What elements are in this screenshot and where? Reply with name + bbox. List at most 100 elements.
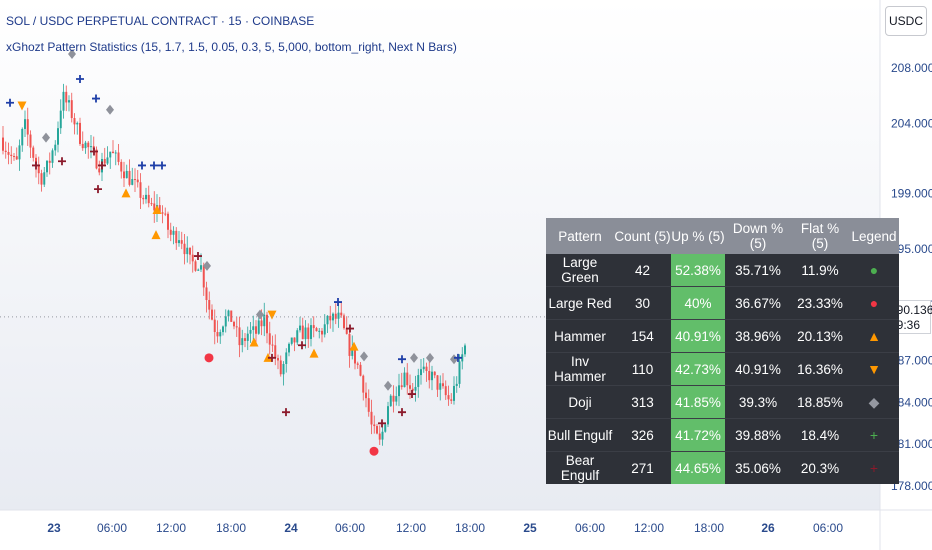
flat-pct-cell: 20.3% (791, 451, 849, 484)
candle (367, 389, 370, 417)
header-up: Up % (5) (671, 218, 725, 254)
legend-cell: + (849, 451, 899, 484)
candle (447, 385, 450, 406)
candle (453, 376, 455, 405)
candle (167, 211, 169, 239)
candle (191, 245, 194, 273)
down-pct-cell: 35.71% (725, 254, 791, 287)
table-header-row: Pattern Count (5) Up % (5) Down % (5) Fl… (546, 218, 899, 254)
table-row: Inv Hammer 110 42.73% 40.91% 16.36% ▼ (546, 352, 899, 386)
indicator-title: xGhozt Pattern Statistics (15, 1.7, 1.5,… (6, 40, 457, 54)
hammer-triangle-marker (151, 230, 161, 240)
red-circle-icon: ● (869, 295, 879, 311)
candle (202, 262, 205, 296)
down-pct-cell: 36.67% (725, 286, 791, 320)
candle (180, 231, 183, 250)
candle (222, 325, 224, 336)
candle (321, 328, 323, 343)
bear-engulf-cross-marker (94, 185, 102, 194)
candle (70, 92, 73, 123)
candle (293, 337, 296, 352)
current-price-value: 190.136 (890, 303, 932, 317)
up-pct-cell: 40.91% (671, 319, 725, 353)
candle (343, 313, 345, 330)
pattern-cell: Large Green (546, 254, 614, 287)
header-down: Down % (5) (725, 218, 791, 254)
green-circle-icon: ● (869, 262, 879, 278)
time-tick-label: 12:00 (634, 521, 664, 535)
candle (26, 107, 29, 146)
table-row: Hammer 154 40.91% 38.96% 20.13% ▲ (546, 319, 899, 353)
bear-engulf-cross-marker (98, 161, 106, 170)
doji-diamond-marker (384, 380, 392, 391)
candle (373, 415, 376, 434)
candle (356, 361, 359, 369)
candle (400, 372, 403, 390)
candle (235, 316, 238, 337)
candle (387, 401, 389, 427)
candle (244, 333, 246, 348)
candle (312, 316, 315, 338)
time-tick-label: 24 (284, 521, 298, 535)
candle-series (2, 83, 466, 446)
candle (290, 337, 293, 346)
pattern-cell: Doji (546, 385, 614, 419)
candle (150, 197, 153, 206)
table-row: Bull Engulf 326 41.72% 39.88% 18.4% + (546, 418, 899, 452)
time-tick-label: 18:00 (694, 521, 724, 535)
table-row: Large Red 30 40% 36.67% 23.33% ● (546, 286, 899, 320)
up-pct-cell: 52.38% (671, 254, 725, 287)
candle (81, 131, 84, 151)
candle (54, 140, 57, 156)
price-tick-label: 181.000 (891, 437, 932, 451)
bull-engulf-cross-marker (92, 94, 100, 103)
candle (172, 226, 175, 245)
candle (450, 393, 453, 404)
legend-cell: ◆ (849, 385, 899, 419)
count-cell: 271 (614, 451, 671, 484)
candle (301, 317, 304, 340)
candle (464, 343, 466, 357)
up-pct-cell: 42.73% (671, 352, 725, 386)
candle (164, 207, 167, 217)
candle (139, 173, 142, 209)
candle (274, 334, 277, 366)
candle (296, 328, 299, 346)
bear-engulf-cross-marker (268, 353, 276, 362)
red-cross-icon: + (869, 460, 879, 476)
candle (359, 361, 362, 377)
candle (197, 268, 200, 271)
candle (131, 167, 134, 186)
candle (428, 360, 431, 389)
hammer-triangle-marker (309, 348, 319, 358)
bear-engulf-cross-marker (194, 252, 202, 261)
doji-diamond-marker (106, 104, 114, 115)
up-pct-cell: 44.65% (671, 451, 725, 484)
candle (230, 310, 233, 322)
header-legend: Legend (849, 218, 899, 254)
candle (57, 121, 59, 153)
candle (128, 159, 131, 187)
candle (431, 365, 433, 391)
candle (183, 234, 186, 265)
candle (51, 148, 54, 168)
candle (381, 426, 384, 446)
table-row: Doji 313 41.85% 39.3% 18.85% ◆ (546, 385, 899, 419)
candle (417, 368, 420, 398)
count-cell: 30 (614, 286, 671, 320)
header-pattern: Pattern (546, 218, 614, 254)
count-cell: 42 (614, 254, 671, 287)
candle (458, 354, 461, 388)
price-tick-label: 195.000 (891, 242, 932, 256)
count-cell: 313 (614, 385, 671, 419)
time-tick-label: 25 (523, 521, 537, 535)
doji-diamond-marker (410, 352, 418, 363)
candle (444, 380, 447, 400)
bear-engulf-cross-marker (32, 161, 40, 170)
currency-button[interactable]: USDC (885, 6, 927, 36)
gray-diamond-icon: ◆ (868, 393, 880, 410)
bear-engulf-cross-marker (378, 419, 386, 428)
candle (37, 156, 40, 185)
count-cell: 326 (614, 418, 671, 452)
candle (433, 371, 436, 379)
